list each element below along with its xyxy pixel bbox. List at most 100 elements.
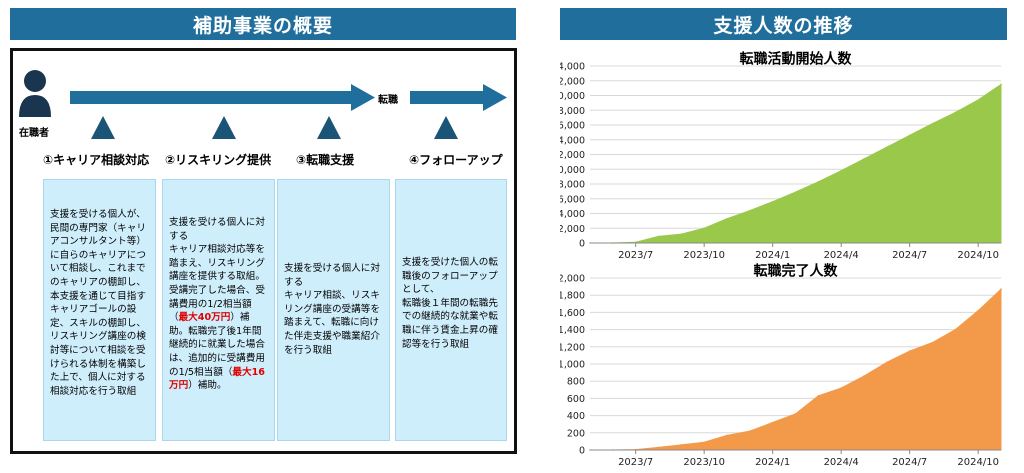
- x-tick-label: 2023/10: [683, 457, 725, 468]
- step1-title: ①キャリア相談対応: [43, 153, 150, 167]
- data-point: [977, 99, 979, 101]
- data-point: [657, 235, 660, 238]
- x-tick-label: 2024/7: [892, 457, 927, 468]
- x-tick-label: 2024/7: [892, 250, 927, 261]
- y-tick-label: 18,000: [560, 106, 585, 117]
- x-tick-label: 2024/4: [824, 250, 859, 261]
- y-tick-label: 16,000: [560, 121, 585, 132]
- y-tick-label: 1,400: [560, 325, 585, 336]
- step1-description: 支援を受ける個人が、民間の専門家（キャリアコンサルタント等）に自らのキャリアにつ…: [43, 179, 156, 441]
- x-tick-label: 2024/10: [957, 250, 999, 261]
- y-tick-label: 14,000: [560, 135, 585, 146]
- data-point: [794, 413, 797, 415]
- overview-panel: 在職者 転職 ①キャリア相談対応 ②リスキリング提供 ③転職支援 ④フォローアッ…: [10, 48, 517, 454]
- y-tick-label: 1,200: [560, 342, 585, 353]
- trend-title: 支援人数の推移: [560, 8, 1007, 40]
- y-tick-label: 1,800: [560, 291, 585, 302]
- data-point: [680, 233, 683, 235]
- person-label: 在職者: [19, 128, 49, 139]
- y-tick-label: 400: [567, 411, 585, 422]
- y-tick-label: 1,000: [560, 360, 585, 371]
- data-point: [794, 191, 797, 193]
- data-point: [977, 309, 979, 312]
- data-point: [703, 441, 705, 444]
- data-point: [908, 134, 911, 137]
- y-tick-label: 2,000: [560, 274, 585, 285]
- description-text: 受講完了した場合、受講費用の1/2相当額（: [169, 284, 265, 324]
- data-point: [703, 227, 705, 230]
- step3-marker: [317, 116, 341, 139]
- data-point: [954, 111, 957, 114]
- description-text: ）補助。転職完了後1年間継続的に就業した場合は、追加的に受講費用の1/5相当額（: [169, 312, 265, 378]
- highlight-amount: 最大40万円: [178, 312, 231, 324]
- data-point: [749, 430, 751, 432]
- step4-title: ④フォローアップ: [409, 153, 503, 167]
- description-text: 支援を受ける個人が、民間の専門家（キャリアコンサルタント等）に自らのキャリアにつ…: [50, 209, 146, 397]
- overview-title: 補助事業の概要: [10, 8, 516, 40]
- x-tick-label: 2024/1: [755, 457, 790, 468]
- data-point: [749, 209, 751, 212]
- step4-description: 支援を受けた個人の転職後のフォローアップとして、 転職後１年間の転職先での継続的な…: [395, 179, 507, 441]
- flow-arrow-1: [70, 84, 375, 111]
- step4-marker: [434, 116, 458, 139]
- description-text: 転職後１年間の転職先での継続的な就業や転職に伴う賃金上昇の確認等を行う取組: [402, 297, 498, 350]
- step2-description: 支援を受ける個人に対する キャリア相談対応等を踏まえ、リスキリング講座を提供する取…: [162, 179, 275, 441]
- chart-job-search-start: 転職活動開始人数 0 2,000 4,000 6,000 8,000 10,000 12,00…: [560, 51, 1002, 261]
- data-point: [886, 361, 888, 364]
- y-tick-label: 600: [567, 394, 585, 405]
- description-text: キャリア相談、リスキリング講座の受講等を踏まえて、転職に向けた伴走支援や職業紹介…: [284, 290, 380, 356]
- data-point: [1000, 288, 1002, 290]
- step2-title: ②リスキリング提供: [165, 153, 272, 167]
- y-tick-label: 200: [567, 428, 585, 439]
- y-tick-label: 24,000: [560, 62, 585, 73]
- data-point: [817, 180, 820, 183]
- data-point: [840, 169, 842, 172]
- x-tick-label: 2023/7: [618, 250, 653, 261]
- data-point: [886, 146, 888, 148]
- chart-title: 転職完了人数: [754, 263, 839, 280]
- transition-label: 転職: [378, 95, 398, 106]
- step2-marker: [212, 116, 236, 139]
- y-tick-label: 1,600: [560, 308, 585, 319]
- chart-title: 転職活動開始人数: [740, 51, 853, 68]
- data-point: [771, 200, 774, 203]
- data-point: [931, 341, 934, 344]
- x-tick-label: 2024/4: [824, 457, 859, 468]
- data-point: [680, 444, 683, 446]
- area-series: [590, 83, 1002, 244]
- y-tick-label: 20,000: [560, 91, 585, 102]
- x-tick-label: 2023/7: [618, 457, 653, 468]
- step3-description: 支援を受ける個人に対する キャリア相談、リスキリング講座の受講等を踏まえて、転職に…: [277, 179, 390, 441]
- y-tick-label: 800: [567, 377, 585, 388]
- data-point: [863, 375, 865, 377]
- y-tick-label: 10,000: [560, 165, 585, 176]
- data-point: [726, 434, 728, 437]
- description-text: 支援を受けた個人の転職後のフォローアップとして、: [402, 257, 498, 296]
- step1-marker: [91, 116, 115, 139]
- flow-graphic: [19, 70, 507, 139]
- x-tick-label: 2024/1: [755, 250, 790, 261]
- y-tick-label: 2,000: [560, 224, 585, 235]
- data-point: [840, 387, 842, 389]
- y-tick-label: 8,000: [560, 180, 585, 191]
- data-point: [726, 217, 728, 220]
- description-text: 支援を受ける個人に対する: [169, 217, 265, 242]
- data-point: [931, 122, 934, 125]
- y-tick-label: 12,000: [560, 150, 585, 161]
- x-tick-label: 2024/10: [957, 457, 999, 468]
- person-icon: [19, 70, 51, 117]
- data-point: [817, 395, 820, 397]
- y-tick-label: 4,000: [560, 209, 585, 220]
- data-point: [863, 158, 865, 160]
- x-tick-label: 2023/10: [683, 250, 725, 261]
- y-tick-label: 0: [579, 239, 585, 250]
- y-tick-label: 6,000: [560, 194, 585, 205]
- description-text: ）補助。: [188, 380, 227, 392]
- step3-title: ③転職支援: [296, 153, 355, 167]
- data-point: [657, 446, 660, 449]
- highlight-amount: 最大16万円: [169, 366, 265, 392]
- flow-arrow-2: [410, 84, 507, 111]
- description-text: 支援を受ける個人に対する: [284, 263, 380, 288]
- data-point: [908, 350, 911, 352]
- area-series: [590, 288, 1002, 451]
